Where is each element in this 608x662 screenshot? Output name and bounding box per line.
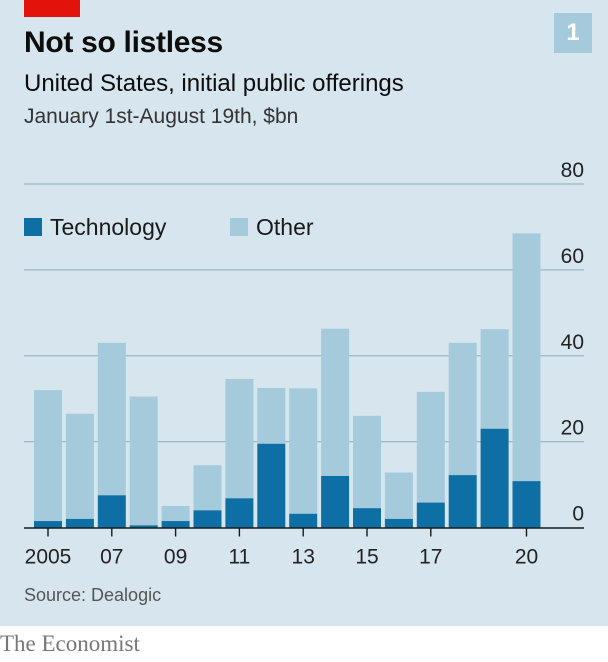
bar-other-2012 [257, 387, 286, 444]
y-tick-label-40: 40 [561, 331, 584, 354]
bar-technology-2010 [193, 510, 222, 528]
bar-technology-2014 [321, 475, 350, 528]
bar-other-2011 [225, 378, 254, 499]
y-tick-label-80: 80 [561, 159, 584, 182]
x-tick-label-2007: 07 [100, 546, 123, 569]
bar-technology-2020 [512, 481, 541, 528]
legend-label-other: Other [256, 214, 314, 240]
bar-technology-2011 [225, 498, 254, 528]
bar-technology-2016 [384, 518, 413, 528]
bar-technology-2019 [480, 428, 509, 528]
bar-other-2008 [129, 396, 158, 526]
chart-subtitle: United States, initial public offerings [24, 70, 404, 97]
bar-other-2018 [448, 342, 477, 476]
bar-technology-2013 [289, 513, 318, 528]
legend-swatch-technology [24, 218, 42, 236]
bar-other-2013 [289, 388, 318, 514]
bar-other-2014 [321, 328, 350, 476]
bar-other-2007 [97, 342, 126, 496]
y-tick-label-20: 20 [561, 417, 584, 440]
stacked-bar-chart: 0 20 40 60 80 2005 07 09 11 13 15 17 20 Technology Oth… [24, 159, 584, 569]
bar-other-2020 [512, 233, 541, 482]
x-tick-label-2009: 09 [164, 546, 187, 569]
bar-other-2009 [161, 506, 190, 522]
x-tick-label-2013: 13 [292, 546, 315, 569]
chart-unit-line: January 1st-August 19th, $bn [24, 105, 299, 128]
legend-label-technology: Technology [50, 214, 167, 240]
bar-other-2016 [384, 472, 413, 519]
legend-swatch-other [230, 218, 248, 236]
y-tick-label-0: 0 [572, 503, 584, 526]
bar-technology-2005 [34, 521, 62, 528]
bar-other-2015 [353, 415, 381, 509]
x-tick-label-2015: 15 [355, 546, 378, 569]
x-tick-label-2011: 11 [228, 546, 250, 569]
bar-technology-2018 [448, 475, 477, 528]
bar-other-2017 [416, 391, 445, 503]
bar-technology-2007 [97, 495, 126, 528]
chart-title: Not so listless [24, 26, 223, 59]
bar-other-2005 [34, 390, 62, 522]
bar-technology-2015 [353, 508, 381, 528]
bar-other-2019 [480, 329, 509, 429]
y-tick-label-60: 60 [561, 245, 584, 268]
bar-technology-2009 [161, 521, 190, 528]
bar-other-2010 [193, 465, 222, 511]
publisher-logo: The Economist [0, 631, 140, 656]
x-tick-label-2020: 20 [515, 546, 538, 569]
bar-technology-2006 [65, 518, 94, 528]
x-tick-label-2005: 2005 [25, 546, 72, 569]
bar-other-2006 [65, 413, 94, 519]
x-tick-label-2017: 17 [419, 546, 442, 569]
bar-technology-2017 [416, 502, 445, 528]
bar-technology-2012 [257, 443, 286, 528]
brand-red-tag [24, 0, 80, 17]
chart-number-badge: 1 [554, 13, 592, 53]
source-note: Source: Dealogic [24, 585, 162, 605]
bar-technology-2008 [129, 525, 158, 528]
